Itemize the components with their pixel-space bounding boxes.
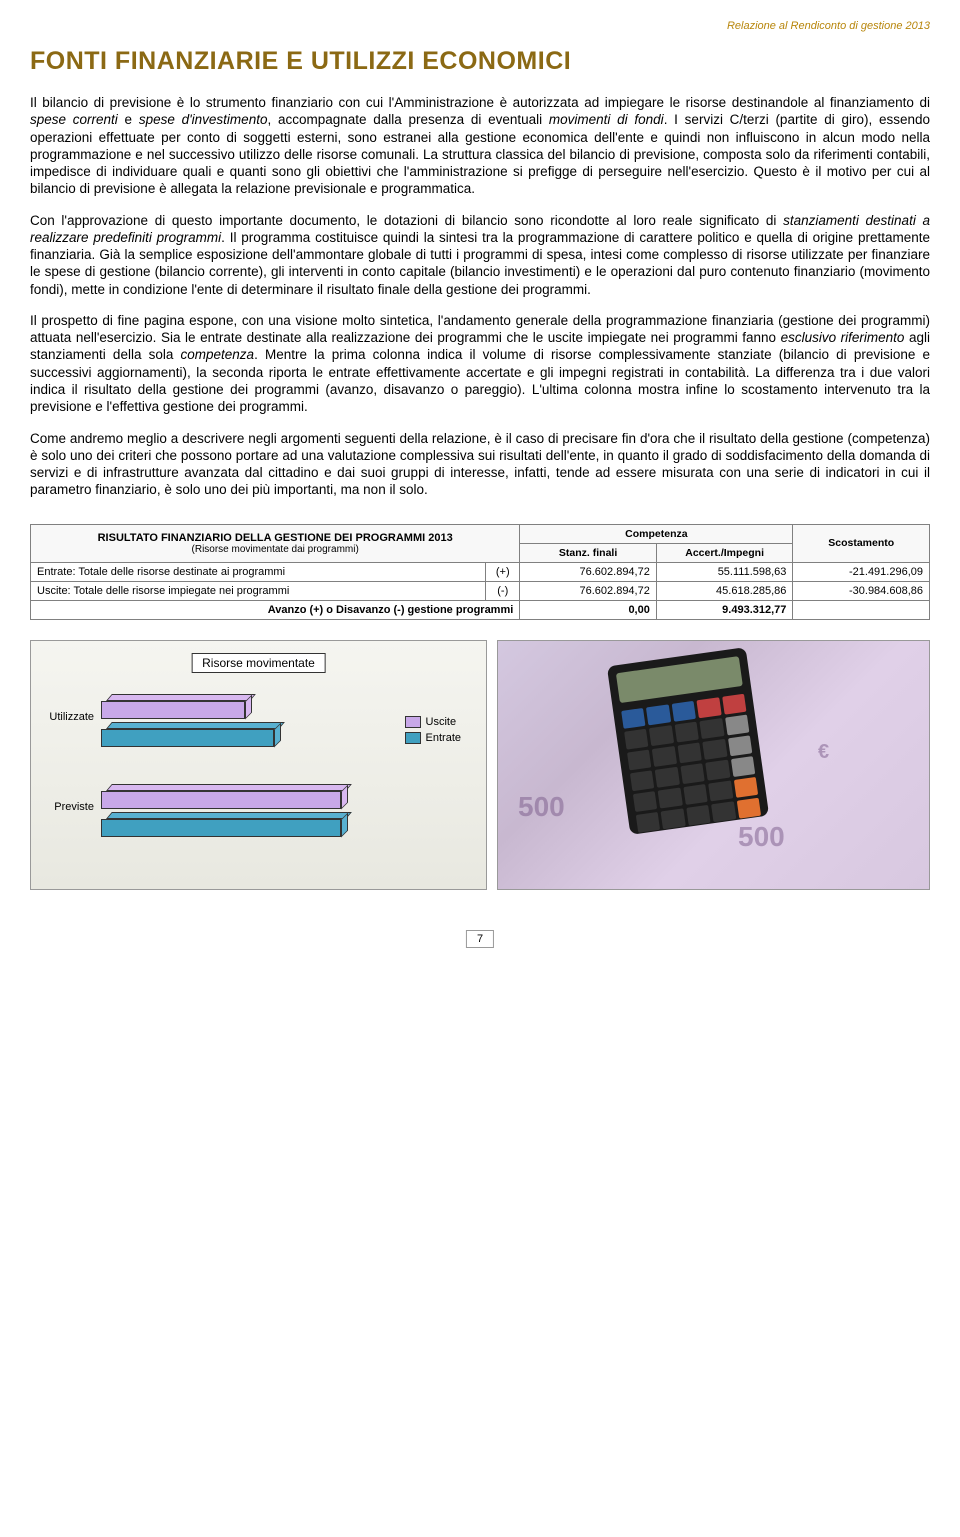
col-competenza: Competenza [520,524,793,543]
legend-swatch [405,716,421,728]
legend-label: Entrate [426,732,461,744]
paragraph-4: Come andremo meglio a descrivere negli a… [30,430,930,499]
page-number: 7 [466,930,494,948]
total-label: Avanzo (+) o Disavanzo (-) gestione prog… [31,600,520,619]
row-desc: Entrate: Totale delle risorse destinate … [31,562,486,581]
chart-title: Risorse movimentate [191,653,326,673]
row-scost: -21.491.296,09 [793,562,930,581]
table-subtitle: (Risorse movimentate dai programmi) [37,544,513,555]
text: Con l'approvazione di questo importante … [30,213,783,228]
bar-chart: Risorse movimentate UtilizzatePreviste U… [30,640,487,890]
col-stanz: Stanz. finali [520,543,657,562]
italic-text: spese correnti [30,112,118,127]
total-scost [793,600,930,619]
calculator-icon [607,647,769,835]
page-title: FONTI FINANZIARIE E UTILIZZI ECONOMICI [30,47,930,76]
header-note: Relazione al Rendiconto di gestione 2013 [30,20,930,32]
legend-item: Entrate [405,732,461,744]
row-sign: (-) [486,581,520,600]
legend-swatch [405,732,421,744]
table-row: Entrate: Totale delle risorse destinate … [31,562,930,581]
table-total-row: Avanzo (+) o Disavanzo (-) gestione prog… [31,600,930,619]
paragraph-3: Il prospetto di fine pagina espone, con … [30,312,930,416]
text: Il bilancio di previsione è lo strumento… [30,95,930,110]
text: e [118,112,139,127]
paragraph-1: Il bilancio di previsione è lo strumento… [30,94,930,198]
italic-text: movimenti di fondi [549,112,664,127]
decorative-photo: 500 500 € [497,640,930,890]
italic-text: spese d'investimento [139,112,268,127]
italic-text: competenza [181,347,255,362]
row-scost: -30.984.608,86 [793,581,930,600]
text: , accompagnate dalla presenza di eventua… [267,112,548,127]
table-title: RISULTATO FINANZIARIO DELLA GESTIONE DEI… [37,532,513,544]
results-table: RISULTATO FINANZIARIO DELLA GESTIONE DEI… [30,524,930,620]
row-sign: (+) [486,562,520,581]
paragraph-2: Con l'approvazione di questo importante … [30,212,930,298]
legend-item: Uscite [405,716,461,728]
row-stanz: 76.602.894,72 [520,562,657,581]
row-accert: 45.618.285,86 [656,581,793,600]
col-scostamento: Scostamento [793,524,930,562]
chart-legend: Uscite Entrate [405,716,461,748]
table-row: Uscite: Totale delle risorse impiegate n… [31,581,930,600]
col-accert: Accert./Impegni [656,543,793,562]
total-stanz: 0,00 [520,600,657,619]
row-accert: 55.111.598,63 [656,562,793,581]
images-row: Risorse movimentate UtilizzatePreviste U… [30,640,930,890]
row-stanz: 76.602.894,72 [520,581,657,600]
total-accert: 9.493.312,77 [656,600,793,619]
row-desc: Uscite: Totale delle risorse impiegate n… [31,581,486,600]
legend-label: Uscite [426,716,457,728]
italic-text: esclusivo riferimento [781,330,905,345]
